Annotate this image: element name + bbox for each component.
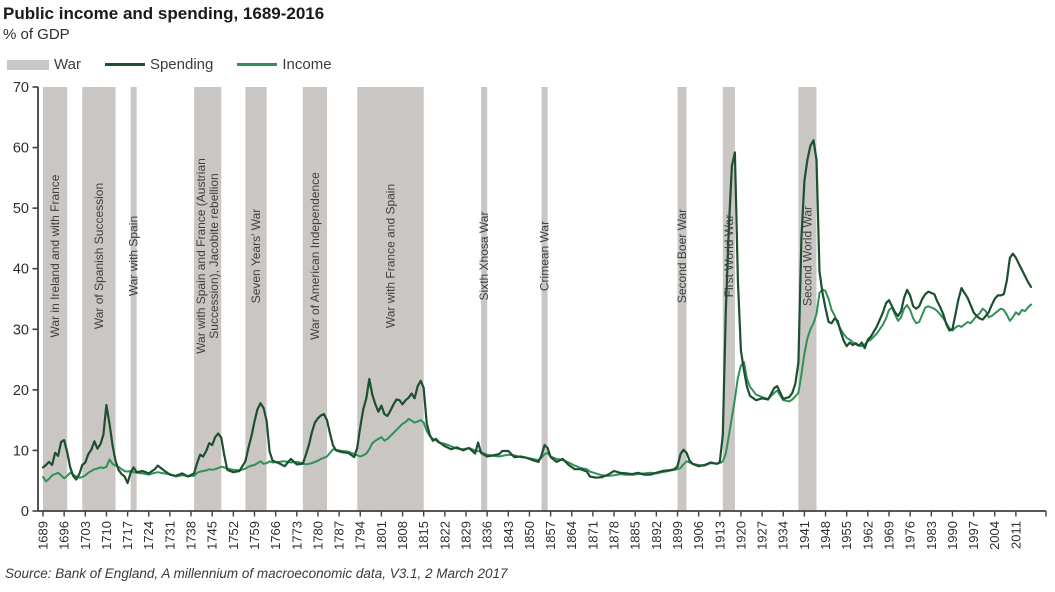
x-tick-label: 1955: [839, 521, 854, 550]
x-tick-label: 1822: [437, 521, 452, 550]
source-note: Source: Bank of England, A millennium of…: [5, 566, 508, 581]
x-tick-label: 1836: [480, 521, 495, 550]
war-band-label: War with France and Spain: [383, 184, 397, 328]
legend-spending-label: Spending: [149, 56, 214, 73]
x-tick-label: 1899: [670, 521, 685, 550]
x-tick-label: 1759: [247, 521, 262, 550]
x-tick-label: 1731: [162, 521, 177, 550]
y-tick-labels: 0 10 20 30 40 50 60 70: [13, 80, 38, 520]
war-band: [677, 87, 687, 511]
x-tick-label: 1990: [945, 521, 960, 550]
x-tick-label: 1766: [268, 521, 283, 550]
x-tick-label: 2004: [987, 521, 1002, 550]
war-band: [357, 87, 424, 511]
x-tick-label: 1815: [416, 521, 431, 550]
spending-line: [41, 139, 1033, 485]
x-tick-label: 1983: [924, 521, 939, 550]
x-tick-label: 1703: [78, 521, 93, 550]
war-band-label: War with Spain: [127, 216, 141, 296]
legend-item-war: War: [7, 56, 81, 73]
x-tick-label: 1724: [141, 521, 156, 550]
x-tick-label: 1850: [522, 521, 537, 550]
x-tick-label: 1948: [818, 521, 833, 550]
x-tick-label: 1696: [57, 521, 72, 550]
y-tick-label: 10: [13, 443, 29, 459]
war-band-label: Crimean War: [538, 221, 552, 291]
y-tick-label: 40: [13, 262, 29, 278]
y-tick-label: 20: [13, 383, 29, 399]
war-band-labels: War in Ireland and with France War of Spa…: [48, 158, 814, 354]
y-tick-label: 60: [13, 141, 29, 157]
war-band: [481, 87, 488, 511]
x-tick-label: 1808: [395, 521, 410, 550]
x-tick-label: 1857: [543, 521, 558, 550]
x-tick-label: 1892: [649, 521, 664, 550]
x-tick-labels: 1689 1696 1703 1710 1717 1724 1731 1738 1745 1752…: [36, 511, 1047, 550]
spending-line-swatch-icon: [104, 63, 145, 66]
x-tick-label: 1689: [36, 521, 51, 550]
war-band-label: War of American Independence: [308, 172, 322, 340]
x-tick-label: 1745: [205, 521, 220, 550]
page-title: Public income and spending, 1689-2016: [3, 4, 325, 23]
x-tick-label: 1969: [881, 521, 896, 550]
chart-subtitle: % of GDP: [3, 26, 70, 43]
war-band-label: War of Spanish Succession: [92, 183, 106, 329]
x-tick-label: 1976: [903, 521, 918, 550]
war-band: [194, 87, 222, 511]
x-tick-label: 1773: [289, 521, 304, 550]
war-band-label: Sixth Xhosa War: [477, 212, 491, 301]
war-band-label: War with Spain and France (Austrian: [194, 158, 208, 354]
war-band-label: War in Ireland and with France: [48, 174, 62, 337]
axes: [37, 87, 1046, 512]
x-tick-label: 1885: [628, 521, 643, 550]
war-band-label: Succession), Jacobite rebellion: [207, 173, 221, 338]
legend-war-label: War: [54, 56, 81, 73]
y-tick-label: 0: [21, 504, 29, 520]
y-tick-label: 50: [13, 201, 29, 217]
x-tick-label: 1738: [184, 521, 199, 550]
x-tick-label: 1871: [585, 521, 600, 550]
income-line: [42, 288, 1032, 483]
x-tick-label: 1801: [374, 521, 389, 550]
war-band: [130, 87, 137, 511]
war-band: [541, 87, 548, 511]
x-tick-label: 1878: [607, 521, 622, 550]
y-tick-label: 30: [13, 322, 29, 338]
x-tick-label: 1927: [755, 521, 770, 550]
war-bands: [43, 87, 817, 511]
war-band: [302, 87, 328, 511]
war-band: [722, 87, 735, 511]
x-tick-label: 1941: [797, 521, 812, 550]
x-tick-label: 1752: [226, 521, 241, 550]
x-tick-label: 1843: [501, 521, 516, 550]
legend: War Spending Income: [7, 56, 332, 73]
x-tick-label: 1794: [353, 521, 368, 550]
y-tick-label: 70: [13, 80, 29, 96]
war-band-swatch-icon: [7, 59, 49, 70]
x-tick-label: 1913: [712, 521, 727, 550]
war-band: [82, 87, 116, 511]
legend-income-label: Income: [282, 56, 332, 73]
war-band-label: Second Boer War: [675, 209, 689, 303]
war-band-label: Second World War: [800, 206, 814, 306]
legend-item-income: Income: [237, 56, 332, 73]
income-line-swatch-icon: [237, 63, 278, 66]
legend-item-spending: Spending: [104, 56, 214, 73]
x-tick-label: 1962: [860, 521, 875, 550]
x-tick-label: 1864: [564, 521, 579, 550]
x-tick-label: 1829: [458, 521, 473, 550]
x-tick-label: 1710: [99, 521, 114, 550]
x-tick-label: 1934: [776, 521, 791, 550]
x-tick-label: 1717: [120, 521, 135, 550]
x-tick-label: 1920: [733, 521, 748, 550]
x-tick-label: 1997: [966, 521, 981, 550]
x-tick-label: 2011: [1008, 521, 1023, 549]
war-band-label: Seven Years' War: [249, 209, 263, 304]
x-tick-label: 1780: [310, 521, 325, 550]
x-tick-label: 1906: [691, 521, 706, 550]
x-tick-label: 1787: [332, 521, 347, 550]
